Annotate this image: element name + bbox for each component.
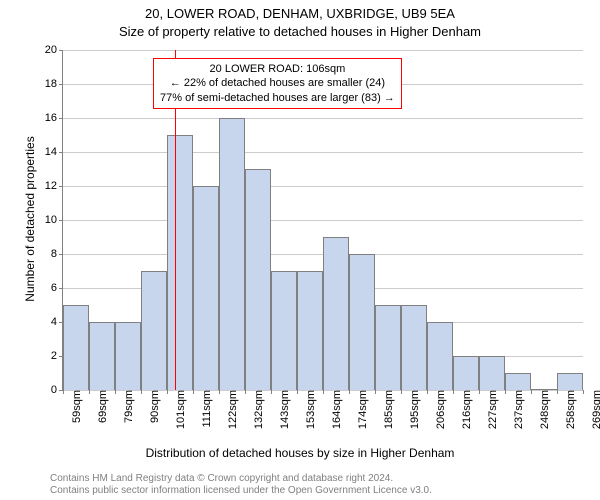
xtick-label: 185sqm	[379, 390, 395, 429]
chart-subtitle: Size of property relative to detached ho…	[0, 24, 600, 39]
gridline	[63, 186, 583, 187]
xtick-mark	[63, 390, 64, 394]
histogram-bar	[245, 169, 271, 390]
xtick-mark	[297, 390, 298, 394]
ytick-mark	[59, 186, 63, 187]
xtick-label: 237sqm	[509, 390, 525, 429]
xtick-mark	[375, 390, 376, 394]
xtick-mark	[193, 390, 194, 394]
histogram-bar	[375, 305, 401, 390]
xtick-label: 79sqm	[119, 390, 135, 423]
xtick-label: 59sqm	[67, 390, 83, 423]
histogram-bar	[427, 322, 453, 390]
histogram-bar	[505, 373, 531, 390]
xtick-label: 143sqm	[275, 390, 291, 429]
ytick-mark	[59, 84, 63, 85]
xtick-mark	[115, 390, 116, 394]
xtick-label: 153sqm	[301, 390, 317, 429]
histogram-bar	[453, 356, 479, 390]
ytick-mark	[59, 50, 63, 51]
xtick-label: 90sqm	[145, 390, 161, 423]
ytick-mark	[59, 118, 63, 119]
histogram-bar	[167, 135, 193, 390]
ytick-mark	[59, 254, 63, 255]
xtick-mark	[583, 390, 584, 394]
xtick-mark	[141, 390, 142, 394]
xtick-label: 174sqm	[353, 390, 369, 429]
histogram-bar	[297, 271, 323, 390]
xtick-label: 132sqm	[249, 390, 265, 429]
xtick-label: 111sqm	[197, 390, 213, 428]
y-axis-label: Number of detached properties	[23, 119, 37, 319]
chart-title: 20, LOWER ROAD, DENHAM, UXBRIDGE, UB9 5E…	[0, 6, 600, 21]
annotation-line: 20 LOWER ROAD: 106sqm	[160, 62, 395, 76]
gridline	[63, 50, 583, 51]
xtick-mark	[505, 390, 506, 394]
xtick-mark	[401, 390, 402, 394]
histogram-bar	[479, 356, 505, 390]
xtick-mark	[479, 390, 480, 394]
xtick-label: 69sqm	[93, 390, 109, 423]
xtick-mark	[219, 390, 220, 394]
footer-line-1: Contains HM Land Registry data © Crown c…	[50, 473, 393, 484]
histogram-bar	[63, 305, 89, 390]
histogram-bar	[349, 254, 375, 390]
xtick-mark	[245, 390, 246, 394]
xtick-label: 101sqm	[171, 390, 187, 429]
xtick-label: 164sqm	[327, 390, 343, 429]
ytick-mark	[59, 288, 63, 289]
xtick-mark	[167, 390, 168, 394]
xtick-label: 248sqm	[535, 390, 551, 429]
xtick-mark	[271, 390, 272, 394]
annotation-line: ← 22% of detached houses are smaller (24…	[160, 76, 395, 90]
xtick-mark	[89, 390, 90, 394]
plot-area: 0246810121416182059sqm69sqm79sqm90sqm101…	[62, 50, 583, 391]
xtick-mark	[557, 390, 558, 394]
xtick-mark	[323, 390, 324, 394]
xtick-label: 122sqm	[223, 390, 239, 429]
xtick-mark	[349, 390, 350, 394]
xtick-mark	[531, 390, 532, 394]
histogram-bar	[89, 322, 115, 390]
xtick-label: 269sqm	[587, 390, 600, 429]
xtick-label: 227sqm	[483, 390, 499, 429]
ytick-mark	[59, 152, 63, 153]
xtick-mark	[427, 390, 428, 394]
histogram-bar	[141, 271, 167, 390]
histogram-bar	[271, 271, 297, 390]
xtick-label: 206sqm	[431, 390, 447, 429]
gridline	[63, 118, 583, 119]
histogram-bar	[323, 237, 349, 390]
xtick-label: 216sqm	[457, 390, 473, 429]
xtick-mark	[453, 390, 454, 394]
gridline	[63, 152, 583, 153]
gridline	[63, 220, 583, 221]
histogram-bar	[401, 305, 427, 390]
histogram-bar	[219, 118, 245, 390]
x-axis-label: Distribution of detached houses by size …	[0, 446, 600, 460]
histogram-bar	[115, 322, 141, 390]
annotation-line: 77% of semi-detached houses are larger (…	[160, 91, 395, 105]
ytick-mark	[59, 220, 63, 221]
xtick-label: 195sqm	[405, 390, 421, 429]
footer-line-2: Contains public sector information licen…	[50, 485, 432, 496]
xtick-label: 258sqm	[561, 390, 577, 429]
annotation-box: 20 LOWER ROAD: 106sqm← 22% of detached h…	[153, 58, 402, 109]
histogram-bar	[193, 186, 219, 390]
histogram-bar	[557, 373, 583, 390]
